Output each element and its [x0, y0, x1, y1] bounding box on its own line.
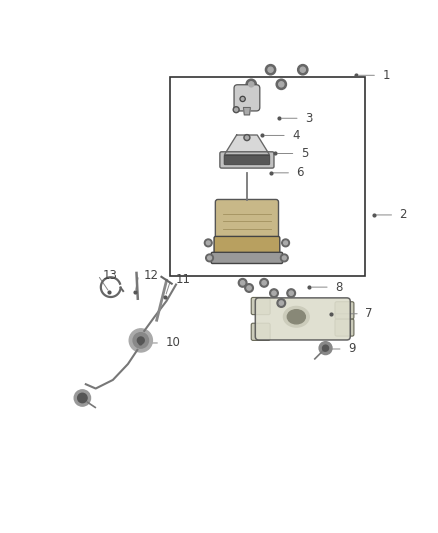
Circle shape: [129, 329, 152, 352]
Circle shape: [265, 64, 276, 75]
Circle shape: [233, 107, 239, 112]
Circle shape: [268, 67, 273, 72]
Circle shape: [240, 281, 245, 285]
Circle shape: [283, 256, 286, 260]
Circle shape: [246, 79, 256, 90]
Circle shape: [262, 281, 266, 285]
Circle shape: [279, 301, 283, 305]
Circle shape: [138, 337, 144, 344]
Text: 9: 9: [348, 343, 355, 356]
Circle shape: [238, 279, 247, 287]
FancyBboxPatch shape: [224, 155, 270, 165]
Ellipse shape: [287, 310, 305, 324]
Circle shape: [284, 241, 287, 245]
Ellipse shape: [283, 306, 309, 327]
Circle shape: [249, 82, 254, 87]
Circle shape: [300, 67, 305, 72]
Circle shape: [280, 254, 288, 262]
Circle shape: [287, 289, 296, 297]
Circle shape: [240, 96, 245, 101]
Circle shape: [206, 254, 213, 262]
FancyBboxPatch shape: [214, 237, 280, 256]
Text: 10: 10: [165, 336, 180, 350]
FancyBboxPatch shape: [234, 85, 260, 111]
Text: 12: 12: [144, 269, 159, 281]
Text: 2: 2: [399, 208, 407, 221]
Circle shape: [205, 239, 212, 247]
Circle shape: [270, 289, 278, 297]
Circle shape: [319, 342, 332, 354]
Circle shape: [74, 390, 91, 406]
Text: 4: 4: [292, 129, 300, 142]
Circle shape: [298, 64, 308, 75]
Circle shape: [282, 239, 290, 247]
Circle shape: [235, 108, 238, 111]
Circle shape: [244, 135, 250, 141]
Text: 13: 13: [103, 269, 118, 281]
FancyBboxPatch shape: [251, 297, 270, 314]
Text: 7: 7: [365, 307, 373, 320]
Circle shape: [272, 291, 276, 295]
Circle shape: [245, 284, 253, 292]
Circle shape: [289, 291, 293, 295]
Circle shape: [277, 298, 286, 308]
Circle shape: [245, 136, 248, 139]
FancyBboxPatch shape: [335, 302, 354, 319]
Bar: [170, 77, 365, 276]
Circle shape: [208, 256, 212, 260]
Circle shape: [78, 393, 87, 403]
Circle shape: [260, 279, 268, 287]
Circle shape: [276, 79, 286, 90]
Circle shape: [206, 241, 210, 245]
FancyBboxPatch shape: [215, 199, 279, 243]
Polygon shape: [244, 108, 251, 115]
FancyBboxPatch shape: [211, 252, 283, 263]
Polygon shape: [224, 135, 269, 155]
Text: 5: 5: [300, 147, 308, 160]
Circle shape: [322, 345, 328, 351]
Text: 8: 8: [335, 280, 343, 294]
Circle shape: [279, 82, 284, 87]
Text: 3: 3: [305, 112, 312, 125]
Text: 1: 1: [382, 69, 390, 82]
Text: 6: 6: [297, 166, 304, 179]
FancyBboxPatch shape: [255, 298, 350, 340]
Circle shape: [241, 98, 244, 100]
FancyBboxPatch shape: [335, 319, 354, 336]
Circle shape: [247, 286, 251, 290]
Circle shape: [133, 333, 148, 348]
Text: 11: 11: [176, 273, 191, 286]
FancyBboxPatch shape: [251, 323, 270, 341]
FancyBboxPatch shape: [220, 152, 274, 168]
